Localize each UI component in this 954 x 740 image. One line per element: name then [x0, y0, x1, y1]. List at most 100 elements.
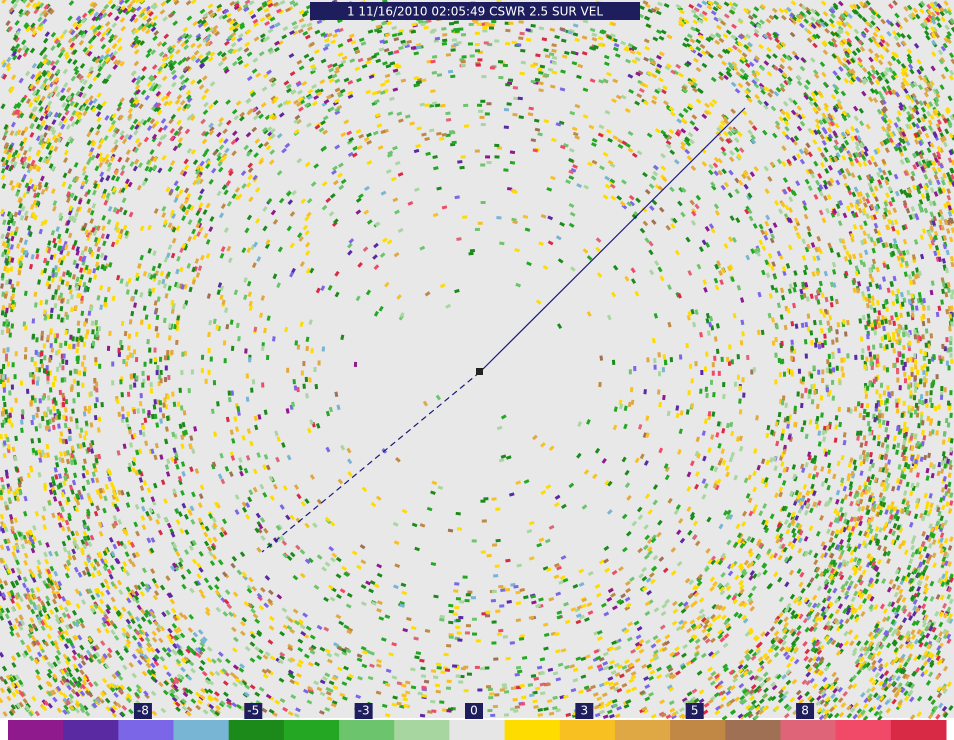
radar-echo: [872, 564, 878, 571]
radar-echo: [31, 85, 37, 92]
radar-echo: [94, 319, 98, 326]
radar-echo: [474, 43, 480, 47]
radar-echo: [302, 383, 306, 389]
radar-echo: [877, 167, 883, 174]
radar-echo: [570, 167, 577, 173]
radar-echo: [784, 402, 788, 408]
radar-echo: [506, 102, 512, 106]
radar-echo: [286, 87, 292, 94]
radar-echo: [247, 496, 253, 503]
radar-echo: [842, 691, 848, 697]
radar-echo: [307, 661, 314, 667]
radar-echo: [214, 670, 221, 677]
radar-echo: [798, 148, 805, 155]
radar-echo: [167, 374, 171, 380]
radar-echo: [606, 314, 612, 321]
radar-echo: [27, 146, 33, 153]
radar-echo: [172, 0, 179, 3]
radar-echo: [296, 386, 300, 393]
radar-echo: [480, 550, 486, 554]
radar-echo: [946, 194, 952, 201]
radar-echo: [132, 349, 137, 355]
radar-echo: [263, 327, 267, 334]
radar-echo: [903, 271, 908, 277]
radar-echo: [61, 181, 67, 188]
radar-echo: [469, 248, 476, 253]
radar-echo: [49, 73, 55, 80]
radar-echo: [906, 4, 913, 11]
radar-echo: [46, 633, 52, 640]
radar-echo: [178, 387, 182, 393]
radar-echo: [882, 365, 886, 371]
radar-echo: [229, 429, 234, 435]
radar-echo: [876, 434, 881, 440]
radar-echo: [847, 462, 852, 468]
radar-echo: [859, 336, 864, 342]
radar-echo: [14, 682, 20, 688]
radar-echo: [129, 373, 133, 379]
radar-echo: [470, 596, 476, 600]
radar-echo: [218, 14, 225, 20]
radar-echo: [888, 319, 892, 325]
radar-echo: [737, 663, 744, 670]
radar-echo: [314, 661, 321, 667]
radar-echo: [74, 699, 81, 706]
radar-echo: [869, 582, 875, 589]
radar-echo: [77, 634, 83, 641]
radar-echo: [321, 204, 328, 211]
radar-echo: [184, 549, 190, 555]
radar-echo: [686, 691, 693, 697]
radar-echo: [491, 497, 497, 501]
radar-echo: [20, 414, 25, 420]
radar-echo: [139, 654, 145, 660]
radar-echo: [28, 101, 34, 108]
radar-echo: [272, 483, 278, 490]
radar-echo: [751, 125, 758, 131]
radar-echo: [681, 620, 688, 626]
radar-echo: [116, 398, 120, 404]
radar-echo: [601, 692, 608, 698]
radar-echo: [415, 651, 422, 656]
radar-echo: [864, 324, 868, 330]
radar-echo: [184, 300, 189, 306]
radar-echo: [825, 387, 830, 393]
radar-echo: [940, 56, 946, 63]
radar-echo: [699, 43, 706, 49]
radar-echo: [709, 680, 716, 686]
radar-echo: [631, 152, 638, 158]
radar-echo: [123, 330, 128, 337]
radar-echo: [862, 435, 867, 441]
radar-echo: [96, 246, 101, 253]
radar-echo: [777, 472, 783, 479]
radar-echo: [868, 430, 873, 437]
radar-echo: [754, 635, 760, 642]
radar-echo: [161, 278, 166, 285]
radar-echo: [603, 54, 610, 60]
radar-echo: [92, 98, 98, 104]
radar-echo: [829, 295, 834, 302]
radar-echo: [112, 34, 118, 41]
radar-echo: [56, 707, 63, 714]
radar-echo: [503, 690, 510, 694]
radar-echo: [124, 183, 130, 189]
radar-echo: [22, 698, 28, 704]
radar-echo: [790, 355, 794, 361]
radar-echo: [926, 318, 931, 324]
radar-echo: [888, 242, 893, 249]
radar-echo: [479, 22, 485, 26]
radar-echo: [802, 420, 807, 426]
radar-echo: [690, 378, 694, 384]
radar-echo: [306, 699, 313, 705]
radar-echo: [658, 647, 665, 653]
radar-echo: [360, 645, 367, 651]
radar-echo: [444, 668, 451, 672]
radar-echo: [122, 359, 126, 365]
radar-echo: [176, 626, 182, 633]
radar-echo: [477, 50, 483, 54]
radar-echo: [97, 416, 102, 422]
radar-echo: [448, 635, 454, 639]
radar-echo: [112, 59, 119, 66]
radar-echo: [885, 137, 891, 144]
radar-echo: [491, 620, 497, 624]
radar-echo: [696, 670, 703, 676]
